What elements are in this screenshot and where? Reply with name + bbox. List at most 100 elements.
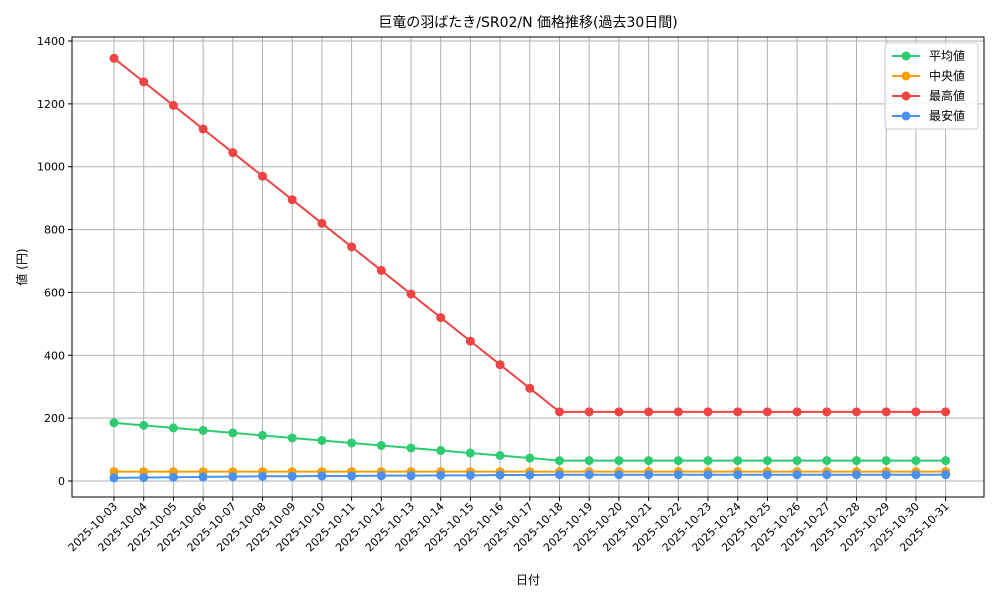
data-point: [555, 407, 564, 417]
data-point: [822, 470, 832, 480]
legend-marker: [901, 71, 911, 81]
data-point: [733, 456, 743, 466]
data-point: [525, 453, 535, 463]
data-point: [258, 471, 267, 481]
data-point: [109, 473, 119, 483]
y-axis-title: 値 (円): [14, 248, 29, 285]
plot-frame: [71, 36, 985, 498]
data-point: [198, 124, 208, 134]
legend-label: 最高値: [929, 88, 965, 103]
data-point: [614, 456, 624, 466]
data-point: [703, 407, 713, 417]
data-point: [673, 456, 683, 466]
data-point: [792, 407, 802, 417]
data-point: [168, 423, 178, 433]
data-point: [614, 470, 624, 480]
data-point: [555, 456, 564, 466]
legend-label: 最安値: [929, 108, 965, 123]
data-point: [406, 289, 416, 299]
data-point: [911, 456, 921, 466]
data-point: [644, 456, 654, 466]
data-point: [614, 407, 624, 417]
data-point: [109, 53, 119, 63]
data-point: [881, 470, 891, 480]
y-tick-label: 1400: [37, 35, 65, 48]
y-axis: 0 200 400 600 800 1000 1200 1400: [37, 35, 72, 488]
data-point: [792, 470, 802, 480]
data-point: [436, 313, 446, 323]
data-point: [941, 470, 951, 480]
data-point: [465, 336, 475, 346]
data-point: [852, 407, 861, 417]
data-point: [376, 265, 386, 275]
data-point: [881, 407, 891, 417]
data-point: [287, 471, 297, 481]
data-point: [703, 456, 713, 466]
data-point: [762, 407, 772, 417]
data-point: [762, 456, 772, 466]
y-tick-label: 200: [44, 412, 65, 425]
y-tick-label: 600: [44, 286, 65, 299]
y-tick-label: 800: [44, 224, 65, 237]
legend-frame: [884, 42, 979, 130]
data-point: [168, 100, 178, 110]
data-point: [584, 470, 594, 480]
data-point: [376, 471, 386, 481]
data-point: [465, 470, 475, 480]
data-point: [911, 407, 921, 417]
data-point: [376, 440, 386, 450]
data-point: [436, 446, 446, 456]
series-layer: [109, 53, 951, 483]
data-point: [258, 430, 267, 440]
y-tick-label: 400: [44, 349, 65, 362]
y-tick-label: 1200: [37, 98, 65, 111]
data-point: [495, 451, 505, 461]
data-point: [228, 148, 238, 158]
data-point: [258, 171, 267, 181]
y-tick-label: 1000: [37, 161, 65, 174]
data-point: [406, 471, 416, 481]
data-point: [347, 242, 357, 252]
data-point: [406, 443, 416, 453]
data-point: [317, 218, 327, 228]
data-point: [198, 425, 208, 435]
data-point: [168, 472, 178, 482]
data-point: [733, 470, 743, 480]
data-point: [287, 433, 297, 443]
data-point: [228, 472, 238, 482]
data-point: [198, 472, 208, 482]
data-point: [852, 470, 861, 480]
data-point: [436, 470, 446, 480]
data-point: [228, 428, 238, 438]
x-axis-title: 日付: [516, 573, 540, 587]
data-point: [792, 456, 802, 466]
chart-title: 巨竜の羽ばたき/SR02/N 価格推移(過去30日間): [378, 14, 678, 31]
data-point: [525, 470, 535, 480]
grid: [72, 37, 984, 497]
data-point: [644, 407, 654, 417]
data-point: [495, 470, 505, 480]
data-point: [317, 435, 327, 445]
data-point: [584, 407, 594, 417]
data-point: [555, 470, 564, 480]
data-point: [673, 407, 683, 417]
data-point: [584, 456, 594, 466]
legend-marker: [901, 51, 911, 61]
data-point: [495, 360, 505, 370]
data-point: [881, 456, 891, 466]
data-point: [644, 470, 654, 480]
data-point: [347, 471, 357, 481]
data-point: [941, 456, 951, 466]
data-point: [822, 407, 832, 417]
data-point: [465, 448, 475, 458]
data-point: [822, 456, 832, 466]
data-point: [139, 77, 149, 87]
data-point: [139, 473, 149, 483]
legend-label: 平均値: [929, 48, 965, 63]
legend-label: 中央値: [929, 68, 965, 83]
data-point: [911, 470, 921, 480]
legend-marker: [901, 111, 911, 121]
data-point: [317, 471, 327, 481]
